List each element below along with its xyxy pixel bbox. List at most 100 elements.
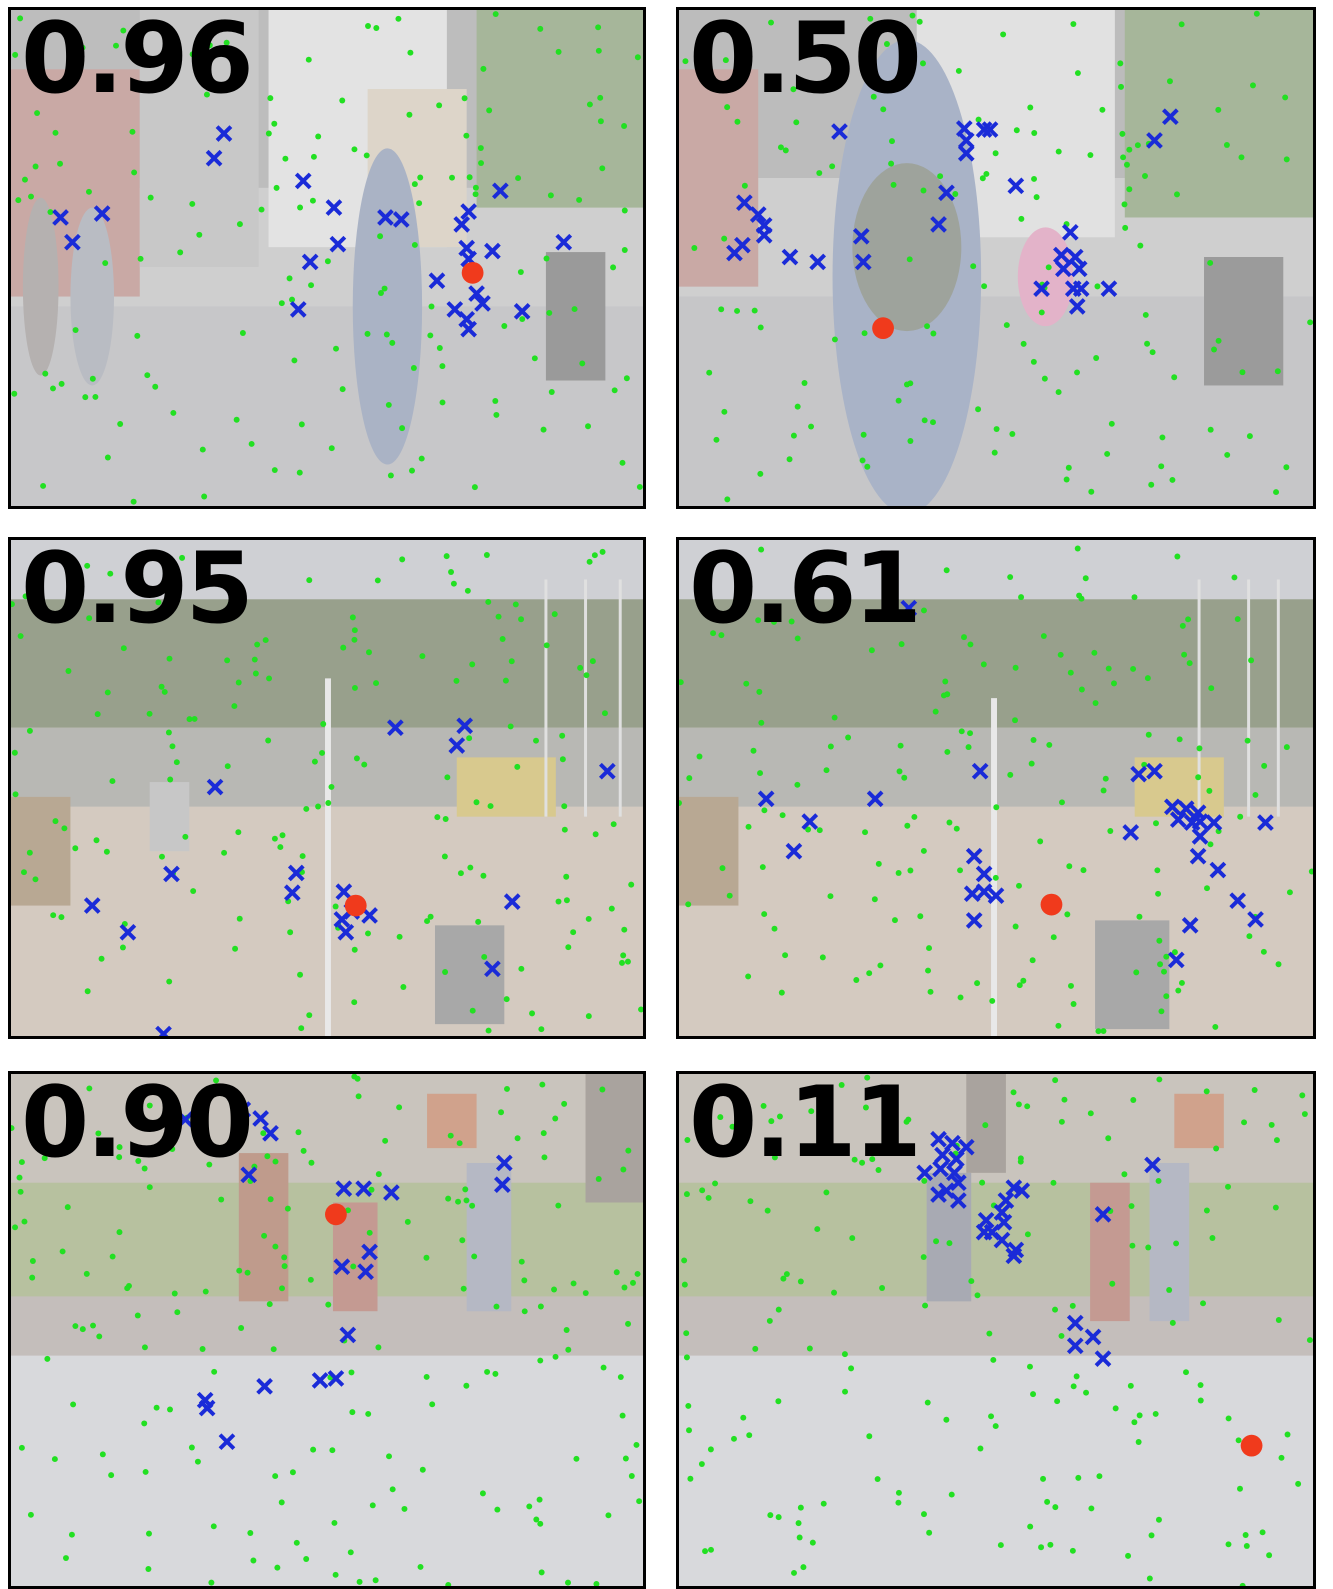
green-point (233, 416, 240, 423)
green-point (1012, 717, 1018, 724)
green-point (926, 945, 933, 952)
blue-cross (1068, 298, 1086, 315)
green-point (619, 1412, 626, 1419)
green-point (819, 954, 826, 961)
green-point (443, 553, 450, 560)
green-point (563, 1327, 570, 1333)
green-point (1020, 340, 1027, 347)
green-point (174, 1309, 181, 1316)
green-point (859, 1159, 866, 1166)
green-point (925, 967, 932, 974)
blue-cross (997, 1192, 1015, 1209)
green-point (1149, 349, 1156, 356)
green-point (1212, 1023, 1219, 1030)
green-point (585, 915, 592, 922)
green-point (796, 1534, 803, 1541)
blue-cross (484, 960, 501, 978)
green-point (329, 1447, 336, 1454)
green-point (1066, 863, 1073, 870)
green-point (920, 60, 926, 67)
green-point (356, 1578, 363, 1585)
green-point (943, 1416, 950, 1423)
green-point (28, 193, 34, 200)
green-point (551, 611, 558, 618)
green-point (521, 1277, 528, 1284)
green-point (1239, 1582, 1246, 1586)
green-point (761, 911, 768, 918)
green-point (1078, 686, 1085, 693)
green-point (1027, 104, 1034, 111)
green-point (838, 53, 845, 60)
blue-cross (957, 144, 975, 162)
green-point (324, 258, 331, 265)
green-point (797, 1278, 804, 1285)
green-point (1203, 1088, 1210, 1095)
green-point (1015, 1101, 1022, 1108)
green-point (1179, 622, 1186, 629)
green-point (355, 1093, 362, 1100)
green-point (1074, 70, 1081, 77)
blue-cross (287, 864, 305, 882)
green-point (1027, 1363, 1033, 1370)
green-point (1088, 1505, 1095, 1512)
blue-cross (198, 1399, 216, 1417)
green-point (462, 1186, 469, 1193)
green-point (565, 944, 572, 951)
green-point (206, 1161, 213, 1168)
green-point (1128, 1203, 1135, 1210)
green-point (920, 1254, 927, 1261)
green-point (399, 425, 406, 432)
green-point (1040, 1475, 1047, 1482)
green-point (146, 1102, 153, 1109)
green-point (820, 1500, 827, 1507)
green-point (989, 997, 996, 1004)
blue-cross (205, 149, 223, 167)
green-point (552, 1115, 559, 1122)
green-point (543, 642, 550, 649)
green-point (1120, 154, 1127, 161)
green-point (423, 1373, 430, 1380)
green-point (993, 804, 1000, 811)
green-point (449, 174, 455, 181)
green-point (286, 275, 293, 282)
blue-cross (755, 226, 773, 244)
green-point (265, 130, 272, 137)
blue-cross (335, 1180, 353, 1197)
green-point (750, 747, 757, 754)
green-point (147, 194, 154, 201)
green-point (52, 818, 59, 825)
green-point (1121, 1171, 1128, 1178)
blue-cross (337, 923, 355, 941)
green-point (610, 821, 617, 828)
green-point (752, 1345, 759, 1352)
green-point (1117, 60, 1124, 67)
green-point (777, 144, 784, 151)
green-point (992, 874, 999, 881)
green-point (416, 200, 423, 207)
green-point (849, 1235, 856, 1242)
street-scene-image (679, 10, 1313, 506)
green-point (537, 25, 544, 32)
green-point (232, 945, 239, 952)
green-point (726, 892, 733, 899)
green-point (782, 147, 789, 154)
green-point (1169, 476, 1176, 483)
green-point (761, 807, 768, 814)
green-point (1119, 130, 1126, 137)
red-dot (461, 261, 484, 284)
blue-cross (749, 206, 767, 223)
green-point (518, 1258, 525, 1265)
green-point (353, 755, 360, 762)
green-point (1273, 1137, 1280, 1144)
green-point (790, 86, 797, 93)
green-point (920, 187, 927, 194)
green-point (1241, 1119, 1248, 1126)
marker-overlay (11, 11, 643, 505)
green-point (547, 192, 554, 199)
green-point (605, 1512, 612, 1519)
green-point (51, 1456, 58, 1463)
green-point (404, 1218, 411, 1225)
green-point (681, 1281, 688, 1288)
green-point (279, 1285, 285, 1292)
green-point (620, 1166, 627, 1173)
